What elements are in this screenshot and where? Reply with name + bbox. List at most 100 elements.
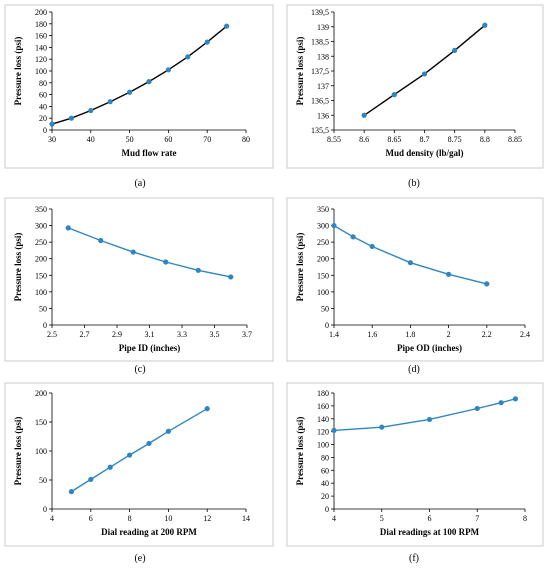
- y-tick-label: 200: [35, 8, 47, 17]
- x-tick-label: 1.4: [329, 330, 339, 339]
- data-point: [498, 400, 504, 406]
- y-tick-label: 180: [317, 389, 329, 398]
- x-tick-label: 1.6: [367, 330, 377, 339]
- x-tick-label: 2.5: [47, 330, 57, 339]
- data-point: [331, 427, 337, 433]
- data-point: [146, 79, 152, 85]
- y-axis-title: Pressure loss (psi): [13, 233, 23, 302]
- x-tick-label: 3.3: [177, 330, 187, 339]
- x-axis-title: Dial readings at 100 RPM: [380, 527, 480, 537]
- x-tick-label: 8: [523, 514, 527, 523]
- data-point: [107, 99, 113, 105]
- data-point: [350, 234, 356, 240]
- x-tick-label: 8.65: [387, 135, 401, 144]
- y-tick-label: 137: [317, 82, 329, 91]
- data-point: [185, 54, 191, 60]
- data-point: [369, 243, 375, 250]
- y-axis-title: Pressure loss (psi): [13, 37, 23, 106]
- x-tick-label: 5: [380, 514, 384, 523]
- data-point: [163, 259, 169, 265]
- y-tick-label: 180: [35, 20, 47, 29]
- x-axis-title: Pipe OD (inches): [397, 343, 462, 353]
- data-point: [130, 249, 136, 255]
- chart-panel-a: 0 20 40 60 80 100 120 140 160 180 200 30 40 50 60 70 80 M…: [4, 4, 274, 189]
- x-tick-label: 2.4: [520, 330, 530, 339]
- y-tick-label: 80: [321, 453, 329, 462]
- x-tick-label: 12: [203, 514, 211, 523]
- y-tick-label: 300: [317, 222, 329, 231]
- x-tick-label: 4: [332, 514, 336, 523]
- y-tick-label: 200: [317, 255, 329, 264]
- y-tick-label: 100: [35, 447, 47, 456]
- x-axis-title: Mud density (lb/gal): [385, 148, 463, 158]
- y-tick-label: 150: [35, 271, 47, 280]
- x-tick-label: 2: [447, 330, 451, 339]
- panel-frame: [286, 382, 544, 547]
- panel-frame: [286, 197, 544, 362]
- y-tick-label: 120: [35, 55, 47, 64]
- data-point: [88, 107, 94, 114]
- x-tick-label: 60: [164, 135, 172, 144]
- data-point: [68, 115, 74, 121]
- y-tick-label: 20: [321, 492, 329, 501]
- x-tick-label: 3.5: [210, 330, 220, 339]
- y-tick-label: 100: [317, 288, 329, 297]
- y-tick-label: 135,5: [311, 126, 329, 135]
- y-tick-label: 139: [317, 23, 329, 32]
- panel-caption: (d): [408, 364, 420, 375]
- data-point: [484, 281, 490, 287]
- data-point: [88, 476, 94, 483]
- data-point: [426, 416, 433, 423]
- data-point: [452, 47, 458, 53]
- data-point: [165, 67, 171, 73]
- x-tick-label: 8.75: [448, 135, 462, 144]
- x-tick-label: 50: [126, 135, 134, 144]
- x-axis-title: Dial reading at 200 RPM: [101, 527, 197, 537]
- x-tick-label: 7: [475, 514, 479, 523]
- data-point: [49, 121, 55, 127]
- y-tick-label: 0: [43, 505, 47, 514]
- chart-panel-f: 0 20 40 60 80 100 120 140 160 180 4 5 6 7 8 Dial readin…: [286, 382, 544, 564]
- data-point: [204, 406, 210, 412]
- x-tick-label: 8.8: [480, 135, 490, 144]
- data-point: [391, 92, 397, 98]
- data-point: [224, 23, 230, 29]
- y-tick-label: 350: [317, 205, 329, 214]
- data-point: [331, 222, 337, 229]
- series-line: [68, 227, 231, 278]
- y-tick-label: 150: [317, 271, 329, 280]
- x-tick-label: 70: [203, 135, 211, 144]
- y-tick-label: 120: [317, 428, 329, 437]
- y-tick-label: 100: [35, 67, 47, 76]
- data-point: [407, 260, 413, 266]
- y-tick-label: 138: [317, 52, 329, 61]
- y-tick-label: 100: [317, 441, 329, 450]
- x-tick-label: 6: [89, 514, 93, 523]
- y-tick-label: 50: [39, 476, 47, 485]
- data-point: [195, 267, 201, 273]
- x-tick-label: 3.7: [242, 330, 252, 339]
- y-tick-label: 60: [39, 91, 47, 100]
- y-tick-label: 60: [321, 466, 329, 475]
- y-axis-title: Pressure loss (psi): [13, 417, 23, 486]
- y-tick-label: 50: [39, 304, 47, 313]
- data-point: [361, 112, 367, 118]
- y-tick-label: 137,5: [311, 67, 329, 76]
- y-tick-label: 40: [321, 479, 329, 488]
- y-tick-label: 136: [317, 111, 329, 120]
- x-axis-title: Pipe ID (inches): [119, 343, 181, 353]
- y-tick-label: 150: [35, 418, 47, 427]
- y-axis-title: Pressure loss (psi): [295, 233, 305, 302]
- y-axis-title: Pressure loss (psi): [295, 37, 305, 106]
- data-point: [228, 274, 234, 280]
- y-tick-label: 138,5: [311, 38, 329, 47]
- y-tick-label: 250: [35, 238, 47, 247]
- y-tick-label: 350: [35, 205, 47, 214]
- x-tick-label: 8: [128, 514, 132, 523]
- chart-panel-b: 135,5 136 136,5 137 137,5 138 138,5 139 139,5 8.5…: [286, 4, 544, 189]
- chart-panel-e: 0 50 100 150 200 4 6 8 10 12 14 Dial reading at 200…: [4, 382, 274, 564]
- x-tick-label: 8.7: [420, 135, 430, 144]
- y-tick-label: 200: [35, 255, 47, 264]
- data-point: [165, 428, 171, 434]
